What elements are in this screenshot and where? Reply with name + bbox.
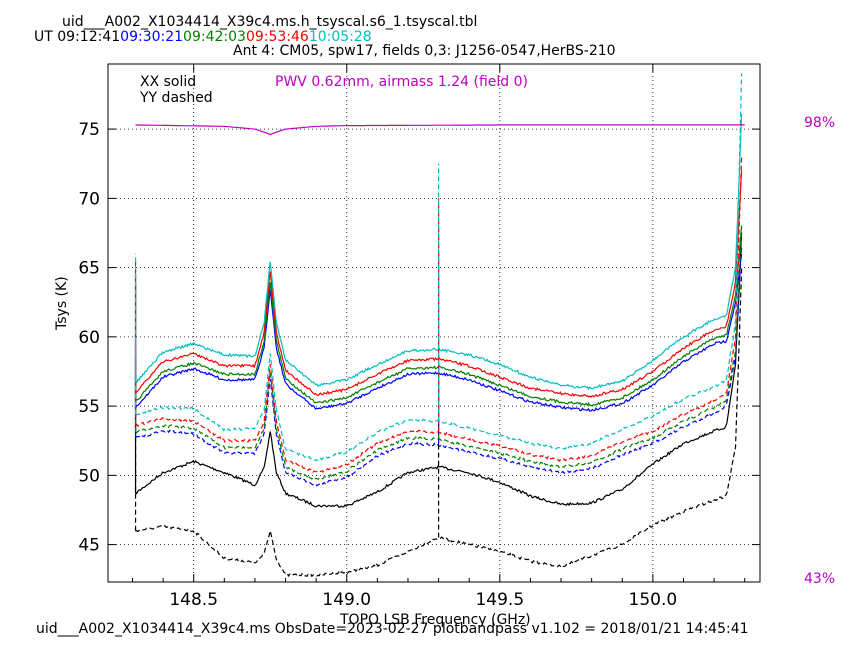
ut-time-4: 10:05:28 xyxy=(308,29,372,45)
y-tick-label-5: 70 xyxy=(78,189,100,209)
plot-frame xyxy=(107,63,761,583)
x-tick-label-2: 149.5 xyxy=(475,590,524,610)
x-tick-label-0: 148.5 xyxy=(169,590,218,610)
ut-prefix: UT xyxy=(34,29,53,45)
y-tick-label-4: 65 xyxy=(78,259,100,279)
series-line-1 xyxy=(135,268,743,578)
ut-time-1: 09:30:21 xyxy=(120,29,184,45)
x-tick-label-1: 149.0 xyxy=(322,590,371,610)
ut-times-line: UT 09:12:4109:30:2109:42:0309:53:4610:05… xyxy=(34,30,372,44)
antenna-line: Ant 4: CM05, spw17, fields 0,3: J1256-05… xyxy=(233,43,616,59)
footer-line: uid___A002_X1034414_X39c4.ms ObsDate=202… xyxy=(36,621,749,637)
x-axis-label: TOPO LSB Frequency (GHz) xyxy=(340,612,531,628)
y-tick-label-3: 60 xyxy=(78,328,100,348)
ut-times: 09:12:4109:30:2109:42:0309:53:4610:05:28 xyxy=(57,29,371,45)
transmission-curve xyxy=(135,124,745,136)
transmission-bottom-label: 43% xyxy=(804,571,835,587)
y-axis-label: Tsys (K) xyxy=(54,276,70,330)
y-tick-label-6: 75 xyxy=(78,120,100,140)
series-line-0 xyxy=(135,232,743,508)
legend-text-1: YY dashed xyxy=(139,90,213,106)
y-tick-label-0: 45 xyxy=(78,536,100,556)
ut-time-3: 09:53:46 xyxy=(245,29,309,45)
legend-text-0: XX solid xyxy=(140,74,196,90)
ut-time-2: 09:42:03 xyxy=(183,29,246,45)
table-title: uid___A002_X1034414_X39c4.ms.h_tsyscal.s… xyxy=(62,14,478,30)
transmission-top-label: 98% xyxy=(804,115,835,131)
x-tick-label-3: 150.0 xyxy=(629,590,678,610)
y-tick-label-2: 55 xyxy=(78,397,100,417)
pwv-annotation: PWV 0.62mm, airmass 1.24 (field 0) xyxy=(275,74,528,90)
ut-time-0: 09:12:41 xyxy=(57,29,121,45)
y-tick-label-1: 50 xyxy=(78,466,100,486)
